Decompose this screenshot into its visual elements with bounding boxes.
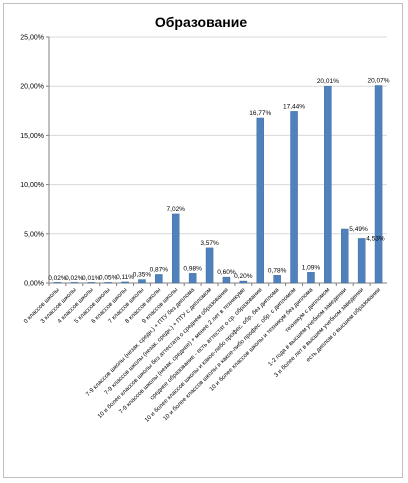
bar [324, 85, 332, 284]
bar-chart: Образование 0,00% 5,00% 10,00% 15,00% 20,00%… [20, 14, 390, 424]
bar [374, 85, 383, 284]
data-label: 16,77% [249, 110, 271, 117]
data-label: 0,02% [65, 275, 84, 282]
bar [239, 280, 248, 284]
data-label: 5,49% [349, 226, 368, 233]
data-labels: 0,02%0,02%0,01%0,05%0,11%0,35%0,87%7,02%… [48, 78, 390, 282]
bar [104, 282, 112, 284]
data-label: 0,20% [234, 273, 253, 280]
bar [53, 282, 62, 284]
data-label: 0,78% [268, 267, 287, 274]
data-label: 20,01% [317, 78, 339, 85]
bar [273, 275, 281, 284]
data-label: 0,35% [133, 272, 152, 279]
y-tick-label: 25,00% [20, 35, 44, 42]
y-tick-label: 10,00% [20, 182, 44, 189]
data-label: 0,01% [82, 275, 101, 282]
data-label: 0,11% [116, 274, 134, 281]
bar [341, 228, 349, 284]
data-label: 0,05% [99, 275, 118, 282]
x-tick-label: среднее образование - есть аттестат о ср… [149, 287, 263, 401]
y-tick-label: 15,00% [20, 133, 44, 140]
bar [307, 272, 315, 284]
bar [121, 281, 129, 284]
bars [53, 85, 383, 284]
bar [172, 213, 180, 284]
bar [188, 273, 197, 284]
bar [205, 247, 214, 284]
data-label: 1,09% [302, 264, 321, 271]
bar [138, 279, 146, 284]
bar [222, 276, 231, 284]
bar [87, 282, 95, 284]
y-tick-label: 0,00% [24, 281, 44, 288]
data-label: 3,57% [200, 240, 219, 247]
data-label: 0,02% [48, 275, 67, 282]
y-tick-label: 20,00% [20, 84, 44, 91]
bar [155, 274, 163, 284]
data-label: 4,53% [366, 235, 385, 242]
data-label: 0,60% [217, 269, 236, 276]
bar [290, 111, 298, 284]
bar [70, 282, 79, 284]
data-label: 0,87% [150, 266, 169, 273]
data-label: 17,44% [283, 103, 305, 110]
chart-frame: Образование 0,00% 5,00% 10,00% 15,00% 20,00%… [3, 3, 403, 478]
bar [357, 238, 366, 284]
y-tick-label: 5,00% [24, 231, 44, 238]
data-label: 0,98% [183, 265, 202, 272]
data-label: 20,07% [368, 78, 390, 85]
data-label: 7,02% [167, 206, 186, 213]
y-axis: 0,00% 5,00% 10,00% 15,00% 20,00% 25,00% [20, 35, 50, 288]
bar [256, 117, 264, 284]
chart-title: Образование [155, 14, 247, 30]
